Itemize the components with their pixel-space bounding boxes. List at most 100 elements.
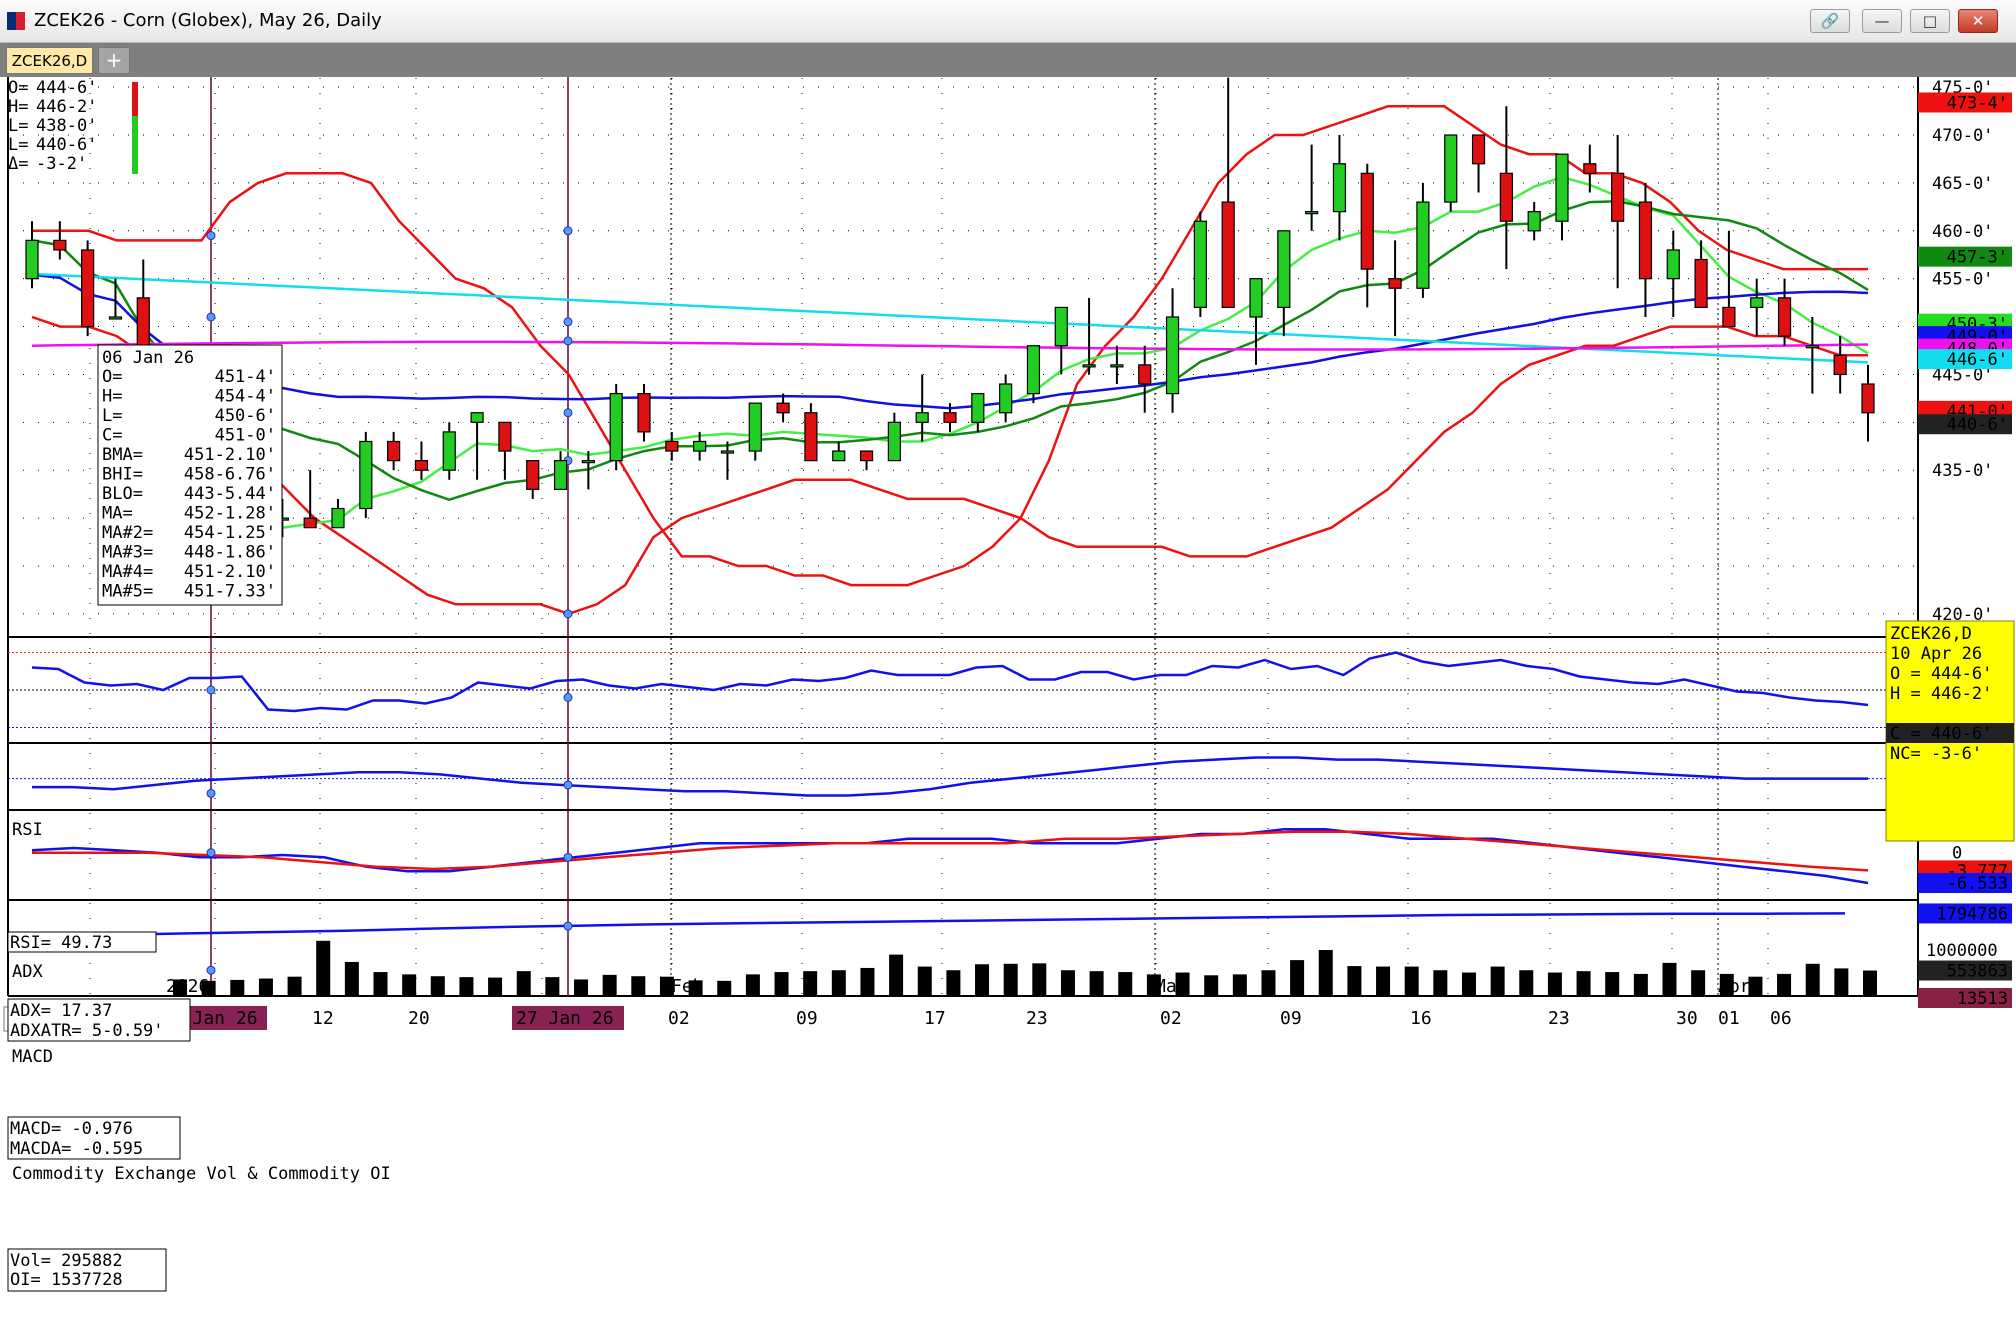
volume-bar xyxy=(1633,973,1648,996)
candle-body xyxy=(859,450,874,462)
volume-bar xyxy=(1376,966,1391,996)
candle-body xyxy=(1360,172,1374,270)
ohlc-bar-red xyxy=(132,82,138,116)
adx-readout: ADX= 17.37 xyxy=(10,1001,112,1021)
cursor-marker xyxy=(206,312,216,322)
candle-body xyxy=(1221,201,1235,309)
volume-bar xyxy=(459,977,474,996)
price-tick-label: 445-0' xyxy=(1932,365,1993,385)
candle-body xyxy=(665,440,679,452)
volume-bar xyxy=(1805,963,1820,996)
volume-bar xyxy=(889,954,904,996)
day-label: 09 xyxy=(1280,1008,1302,1029)
adx-line xyxy=(32,756,1868,797)
volume-bar xyxy=(1032,963,1047,996)
tooltip-key: C= xyxy=(102,426,122,446)
candle-body xyxy=(25,239,39,280)
volume-bar xyxy=(516,971,531,996)
candle-body xyxy=(1082,364,1096,368)
volume-bar xyxy=(344,961,359,996)
month-label: Apr xyxy=(1718,976,1751,997)
tag-ma-mid-bg xyxy=(1918,246,2012,267)
cursor-marker xyxy=(563,609,573,619)
info-low: L = 438-0' xyxy=(1890,704,1992,724)
ohlc-value: -3-2' xyxy=(36,154,87,174)
maximize-button[interactable]: □ xyxy=(1910,9,1950,33)
tooltip-value: 450-6' xyxy=(215,406,276,426)
tooltip-key: MA#4= xyxy=(102,562,153,582)
volume-bar xyxy=(659,976,674,996)
cursor-marker xyxy=(563,852,573,862)
volume-bar xyxy=(316,940,331,996)
volume-bar xyxy=(1003,963,1018,996)
candle-body xyxy=(915,412,929,423)
minimize-button[interactable]: — xyxy=(1862,9,1902,33)
candle-body xyxy=(1054,306,1068,347)
tag-macd: -6.533 xyxy=(1947,874,2008,894)
ohlc-value: 438-0' xyxy=(36,116,97,136)
candle-body xyxy=(331,507,345,529)
volume-bar xyxy=(201,980,216,996)
candle-body xyxy=(804,412,818,462)
candle-body xyxy=(693,440,707,452)
ohlc-value: 444-6' xyxy=(36,78,97,98)
candle-body xyxy=(1416,201,1430,289)
price-tick-label: 460-0' xyxy=(1932,222,1993,242)
tag-ma-cyan: 446-6' xyxy=(1947,350,2008,370)
price-tick-label: 435-0' xyxy=(1932,461,1993,481)
ohlc-readout: O= 444-6' H= 446-2' L= 438-0' L= 440-6' Δ= -3… xyxy=(8,78,138,174)
tag-ma-cyan-bg xyxy=(1918,349,2012,370)
candle-body xyxy=(414,460,429,471)
tag-volume-small: 13513 xyxy=(1957,989,2008,1009)
candle-body xyxy=(1277,230,1291,309)
candle-body xyxy=(776,402,790,414)
day-label: 09 xyxy=(796,1008,818,1029)
cursor-marker xyxy=(563,693,573,702)
volume-bar xyxy=(1318,950,1333,996)
tooltip-key: BMA= xyxy=(102,445,143,465)
cursor-marker xyxy=(206,685,216,695)
ma-mid-line xyxy=(31,200,1869,502)
cursor-tooltip: 06 Jan 26 O= 451-4' H= 454-4' L= 450-6' C= 451-… xyxy=(97,344,283,606)
candle-body xyxy=(1332,163,1347,213)
day-label: 17 xyxy=(924,1008,946,1029)
volume-bar xyxy=(860,967,875,996)
day-label: 20 xyxy=(408,1008,430,1029)
volume-bar xyxy=(1719,973,1734,996)
link-icon[interactable]: 🔗 xyxy=(1810,9,1850,33)
volume-bar xyxy=(917,966,932,996)
cursor-marker xyxy=(563,336,573,346)
volume-bar xyxy=(402,974,417,996)
volume-bar xyxy=(1060,970,1075,996)
volume-bar xyxy=(688,980,703,996)
tag-open-interest: 1794786 xyxy=(1936,904,2008,924)
candle-body xyxy=(53,239,67,251)
tag-last-price: 440-6' xyxy=(1947,415,2008,435)
macd-readout: MACD= -0.976 xyxy=(10,1119,133,1139)
close-button[interactable]: ✕ xyxy=(1958,9,1998,33)
volume-bar xyxy=(1519,970,1534,996)
volume-readout-box xyxy=(7,1248,167,1292)
axis-labels: 475-0'470-0'465-0'460-0'455-0'450-0'445-… xyxy=(83,78,1998,1030)
ma-magenta-line xyxy=(31,340,1869,351)
volume-bar xyxy=(803,971,818,996)
tooltip-value: 451-0' xyxy=(215,426,276,446)
ohlc-row: O= xyxy=(8,78,28,98)
tag-bollinger-upper-bg xyxy=(1918,92,2012,113)
candle-body xyxy=(1249,278,1263,318)
volume-bar xyxy=(258,978,273,996)
ohlc-row: Δ= xyxy=(8,154,28,174)
tag-bollinger-upper: 473-4' xyxy=(1947,93,2008,113)
candle-body xyxy=(1666,249,1680,280)
chart-area[interactable]: 475-0'470-0'465-0'460-0'455-0'450-0'445-… xyxy=(0,77,2016,1331)
tooltip-value: 451-7.33' xyxy=(184,582,276,602)
candle-body xyxy=(387,440,401,462)
tab-chart[interactable]: ZCEK26,D xyxy=(6,47,93,74)
add-tab-button[interactable]: + xyxy=(98,47,130,74)
candle-body xyxy=(1833,354,1847,376)
candle-body xyxy=(1471,134,1486,165)
cursor-marker xyxy=(563,921,573,931)
tooltip-value: 454-4' xyxy=(215,387,276,407)
tooltip-value: 454-1.25' xyxy=(184,523,276,543)
candle-body xyxy=(303,517,317,529)
